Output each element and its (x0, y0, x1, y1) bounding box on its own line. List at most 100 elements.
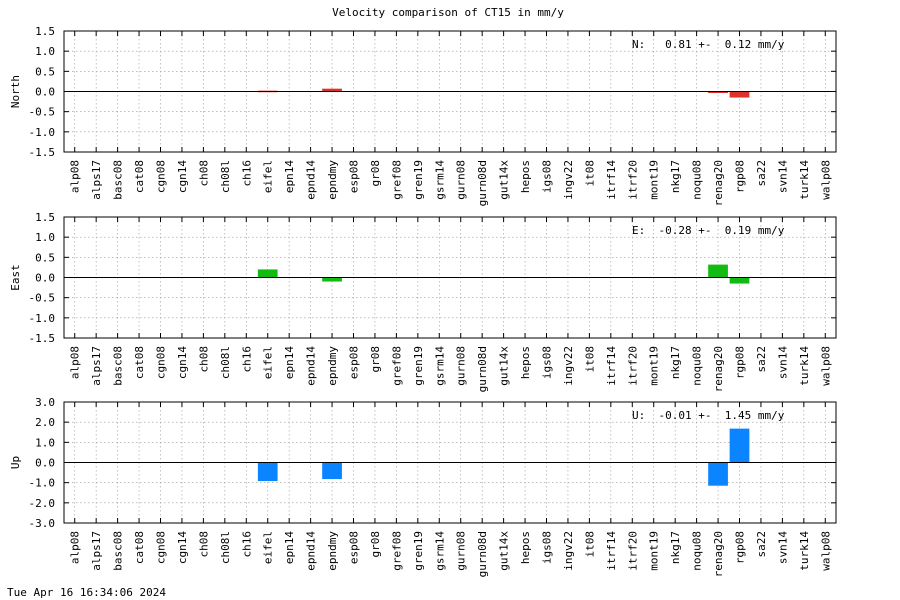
x-tick-label: esp08 (348, 160, 361, 193)
x-tick-label: sa22 (755, 160, 768, 187)
y-tick-label: -0.5 (29, 106, 56, 119)
x-tick-label: epndmy (326, 160, 339, 200)
x-tick-label: turk14 (798, 160, 811, 200)
x-tick-label: gr08 (369, 160, 382, 187)
x-tick-label: cgn14 (176, 531, 189, 564)
x-tick-label: cgn08 (155, 160, 168, 193)
x-tick-label: eifel (262, 346, 275, 379)
y-tick-label: 0.0 (35, 272, 55, 285)
x-tick-label: svn14 (776, 346, 789, 379)
x-tick-label: hepos (519, 160, 532, 193)
x-tick-label: alps17 (90, 531, 103, 571)
x-tick-label: rgp08 (734, 160, 747, 193)
x-tick-label: turk14 (798, 346, 811, 386)
y-tick-label: -3.0 (29, 517, 56, 530)
x-tick-label: ch16 (240, 531, 253, 558)
x-tick-label: walp08 (819, 160, 832, 200)
x-tick-label: itrf14 (605, 531, 618, 571)
bar-renag20 (708, 91, 728, 93)
y-tick-label: 1.5 (35, 211, 55, 224)
x-tick-label: nkg17 (669, 531, 682, 564)
y-tick-label: 1.0 (35, 436, 55, 449)
y-axis-label: North (9, 75, 22, 108)
x-tick-label: itrf20 (626, 346, 639, 386)
x-tick-label: renag20 (712, 531, 725, 577)
y-tick-label: 3.0 (35, 396, 55, 409)
x-tick-label: epndmy (326, 346, 339, 386)
x-tick-label: gurn08 (455, 531, 468, 571)
x-tick-label: itrf20 (626, 531, 639, 571)
bar-rgp08 (729, 277, 750, 284)
x-tick-label: igs08 (541, 346, 554, 379)
x-tick-label: gurn08 (455, 160, 468, 200)
x-tick-label: noqu08 (691, 346, 704, 386)
y-tick-label: 0.0 (35, 457, 55, 470)
x-tick-label: ch16 (240, 160, 253, 187)
x-tick-label: ch08l (219, 160, 232, 193)
x-tick-label: walp08 (819, 346, 832, 386)
y-tick-label: 1.0 (35, 231, 55, 244)
panel-up: 3.0 2.0 1.0 0.0 -1.0 -2.0 -3.0 alp08 alps17 basc0… (9, 396, 837, 577)
y-tick-label: 2.0 (35, 416, 55, 429)
y-tick-label: -1.0 (29, 477, 56, 490)
x-tick-label: ingv22 (562, 346, 575, 386)
x-tick-label: it08 (583, 346, 596, 373)
x-tick-label: gr08 (369, 531, 382, 558)
y-tick-label: -2.0 (29, 497, 56, 510)
y-axis-label: East (9, 264, 22, 291)
x-tick-label: alp08 (69, 346, 82, 379)
panel-east: 1.5 1.0 0.5 0.0 -0.5 -1.0 -1.5 alp08 alps17 basc0… (9, 211, 837, 392)
x-tick-label: noqu08 (691, 531, 704, 571)
x-tick-label: cgn08 (155, 531, 168, 564)
x-tick-label: esp08 (348, 346, 361, 379)
timestamp: Tue Apr 16 16:34:06 2024 (7, 586, 166, 599)
x-tick-label: cgn14 (176, 160, 189, 193)
x-tick-label: gut14x (498, 346, 511, 386)
x-tick-label: epn14 (283, 346, 296, 379)
x-tick-label: alps17 (90, 160, 103, 200)
x-tick-label: hepos (519, 346, 532, 379)
x-tick-label: rgp08 (734, 346, 747, 379)
y-tick-label: -1.5 (29, 332, 56, 345)
x-tick-label: itrf20 (626, 160, 639, 200)
x-tick-label: eifel (262, 160, 275, 193)
y-tick-label: -0.5 (29, 292, 56, 305)
x-tick-label: cgn14 (176, 346, 189, 379)
x-tick-label: ch08l (219, 531, 232, 564)
x-tick-label: mont19 (648, 531, 661, 571)
x-tick-label: gurn08 (455, 346, 468, 386)
x-tick-label: epn14 (283, 160, 296, 193)
bar-renag20 (708, 462, 728, 486)
bar-renag20 (708, 264, 728, 278)
bar-epndmy (322, 88, 342, 92)
bar-rgp08 (729, 428, 750, 463)
x-tick-label: noqu08 (691, 160, 704, 200)
x-tick-label: ch08l (219, 346, 232, 379)
x-tick-label: turk14 (798, 531, 811, 571)
stat-label: U: -0.01 +- 1.45 mm/y (632, 409, 785, 422)
x-tick-label: alp08 (69, 531, 82, 564)
x-tick-label: gsrm14 (433, 160, 446, 200)
x-tick-label: eifel (262, 531, 275, 564)
bar-rgp08 (729, 91, 750, 98)
x-tick-label: ch08 (197, 531, 210, 558)
x-tick-label: epnd14 (305, 160, 318, 200)
x-tick-label: ch08 (197, 160, 210, 187)
x-tick-label: mont19 (648, 160, 661, 200)
x-tick-label: itrf14 (605, 346, 618, 386)
y-tick-label: -1.0 (29, 126, 56, 139)
x-tick-label: gren19 (412, 531, 425, 571)
x-tick-label: basc08 (112, 160, 125, 200)
x-tick-label: itrf14 (605, 160, 618, 200)
y-tick-label: -1.5 (29, 146, 56, 159)
x-tick-label: walp08 (819, 531, 832, 571)
x-tick-label: nkg17 (669, 160, 682, 193)
x-tick-label: gsrm14 (433, 531, 446, 571)
stat-label: N: 0.81 +- 0.12 mm/y (632, 38, 785, 51)
x-tick-label: it08 (583, 531, 596, 558)
bar-eifel (257, 269, 278, 278)
x-tick-label: alps17 (90, 346, 103, 386)
x-tick-label: basc08 (112, 531, 125, 571)
x-tick-label: epnd14 (305, 531, 318, 571)
